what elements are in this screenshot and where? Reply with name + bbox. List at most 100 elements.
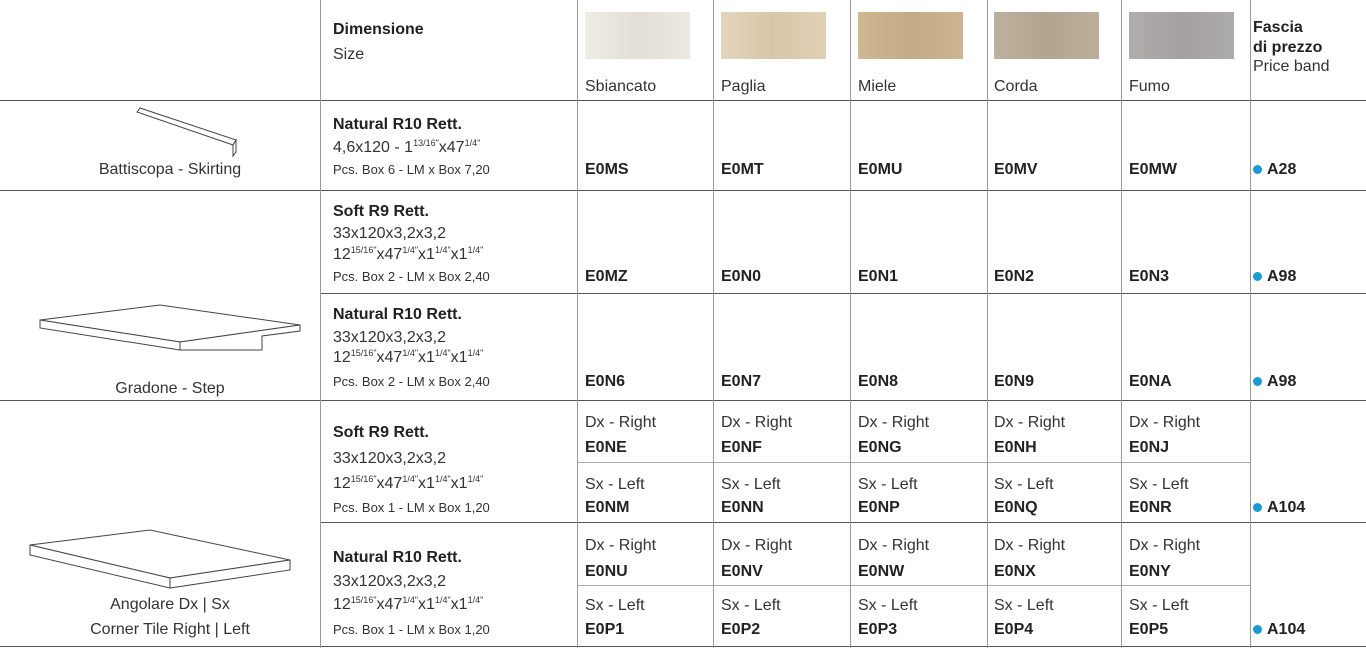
color-name: Miele: [858, 78, 897, 95]
row-line: [0, 400, 1366, 401]
variant-label: Sx - Left: [585, 476, 645, 493]
price-sub: Price band: [1253, 58, 1330, 75]
swatch: [721, 12, 826, 59]
price-title: di prezzo: [1253, 39, 1323, 56]
code: E0NX: [994, 563, 1036, 580]
imperial-sup: 1/4": [467, 595, 484, 605]
pieces-box: Pcs. Box 2 - LM x Box 2,40: [333, 374, 490, 389]
imperial-sup: 1/4": [467, 348, 484, 358]
imperial-size: 1215/16"x471/4"x11/4"x11/4": [333, 474, 483, 494]
code: E0NJ: [1129, 439, 1170, 456]
column-line: [1121, 0, 1122, 648]
swatch: [858, 12, 963, 59]
product-drawings: [29, 107, 301, 589]
imperial-base: 12: [333, 246, 351, 263]
column-line: [987, 0, 988, 648]
code: E0P3: [858, 621, 898, 638]
imperial-sup: 15/16": [350, 595, 377, 605]
code: E0P5: [1129, 621, 1169, 638]
imperial-size: 4,6x120 - 113/16"x471/4": [333, 138, 480, 158]
imperial-base: 12: [333, 475, 351, 492]
variant-label: Sx - Left: [1129, 597, 1189, 614]
code: E0N3: [1129, 268, 1170, 285]
pieces-box: Pcs. Box 2 - LM x Box 2,40: [333, 269, 490, 284]
row-line: [320, 293, 1366, 294]
code: E0MV: [994, 161, 1038, 178]
product-label: Angolare Dx | Sx: [110, 596, 230, 613]
imperial-base: x47: [376, 349, 403, 366]
code: E0MZ: [585, 268, 628, 285]
row-line: [0, 190, 1366, 191]
imperial-base: x47: [376, 596, 403, 613]
price-band: A98: [1267, 373, 1297, 390]
imperial-base: 12: [333, 349, 351, 366]
variant-label: Dx - Right: [994, 537, 1066, 554]
column-line: [577, 0, 578, 648]
size: 33x120x3,2x3,2: [333, 225, 446, 242]
variant-label: Dx - Right: [858, 537, 930, 554]
code: E0N2: [994, 268, 1035, 285]
color-name: Fumo: [1129, 78, 1170, 95]
imperial-sup: 15/16": [350, 474, 377, 484]
imperial-sup: 1/4": [467, 474, 484, 484]
price-bullet: [1253, 165, 1262, 174]
imperial-sup: 1/4": [434, 595, 451, 605]
product-label: Corner Tile Right | Left: [90, 621, 250, 638]
column-line: [320, 0, 321, 648]
code: E0MS: [585, 161, 629, 178]
row-line: [577, 462, 1250, 463]
code: E0MT: [721, 161, 764, 178]
code: E0NW: [858, 563, 905, 580]
row-line: [0, 100, 1366, 101]
imperial-base: x1: [450, 596, 468, 613]
price-band: A104: [1267, 499, 1306, 516]
variant-label: Dx - Right: [721, 537, 793, 554]
variant-label: Dx - Right: [1129, 537, 1201, 554]
imperial-base: x1: [418, 349, 435, 366]
code: E0N0: [721, 268, 762, 285]
variant-label: Dx - Right: [858, 414, 930, 431]
code: E0NU: [585, 563, 628, 580]
finish: Soft R9 Rett.: [333, 203, 429, 220]
code: E0P2: [721, 621, 761, 638]
code: E0NH: [994, 439, 1037, 456]
price-title: Fascia: [1253, 19, 1303, 36]
code: E0P1: [585, 621, 625, 638]
column-line: [850, 0, 851, 648]
imperial-base: x1: [418, 596, 435, 613]
variant-label: Sx - Left: [994, 476, 1054, 493]
code: E0NG: [858, 439, 902, 456]
size: 33x120x3,2x3,2: [333, 329, 446, 346]
pieces-box: Pcs. Box 1 - LM x Box 1,20: [333, 500, 490, 515]
color-name: Paglia: [721, 78, 766, 95]
swatch: [1129, 12, 1234, 59]
price-bullet: [1253, 625, 1262, 634]
pieces-box: Pcs. Box 1 - LM x Box 1,20: [333, 622, 490, 637]
code: E0NN: [721, 499, 764, 516]
code: E0MU: [858, 161, 903, 178]
header-size: Size: [333, 46, 365, 63]
header-dimension: Dimensione: [333, 21, 424, 38]
imperial-base: x47: [376, 246, 403, 263]
imperial-sup: 1/4": [402, 595, 419, 605]
imperial-size: 1215/16"x471/4"x11/4"x11/4": [333, 348, 483, 368]
column-line: [713, 0, 714, 648]
variant-label: Dx - Right: [994, 414, 1066, 431]
price-band: A28: [1267, 161, 1297, 178]
row-line: [0, 646, 1366, 647]
imperial-base: x1: [418, 475, 435, 492]
swatch: [994, 12, 1099, 59]
variant-label: Sx - Left: [1129, 476, 1189, 493]
imperial-base: x1: [418, 246, 435, 263]
price-bullet: [1253, 377, 1262, 386]
imperial-sup: 1/4": [434, 474, 451, 484]
size: 33x120x3,2x3,2: [333, 450, 446, 467]
price-bullet: [1253, 503, 1262, 512]
product-label: Battiscopa - Skirting: [98, 161, 242, 178]
row-line: [320, 522, 1366, 523]
code: E0NV: [721, 563, 763, 580]
imperial-base: x1: [450, 246, 468, 263]
finish: Natural R10 Rett.: [333, 549, 462, 566]
finish: Natural R10 Rett.: [333, 306, 462, 323]
column-line: [1250, 0, 1251, 648]
